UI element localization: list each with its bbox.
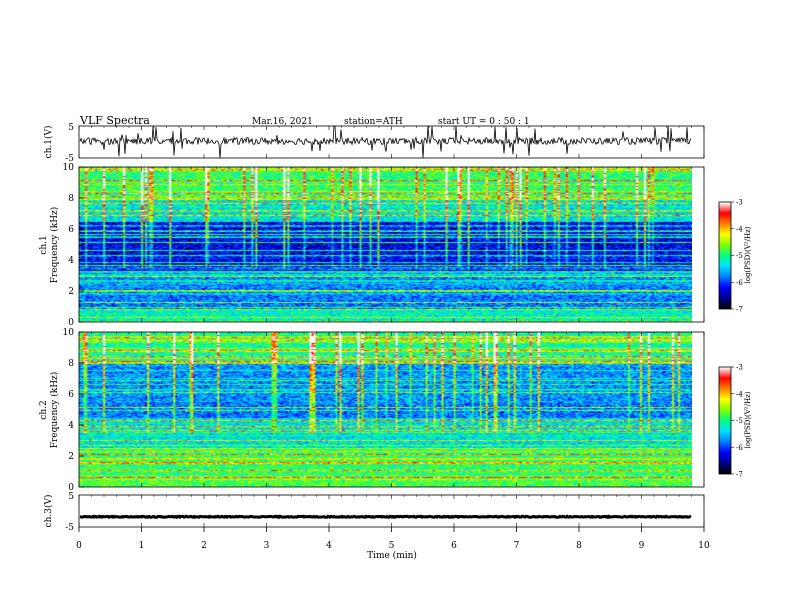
ch2-spec-ytick-label: 0 (68, 483, 74, 493)
ch2-colorbar-tick-label: -7 (736, 471, 743, 479)
ch1-colorbar (719, 202, 731, 309)
ch1-spec-ylabel-frequency: Frequency (kHz) (49, 207, 60, 284)
ch2-colorbar (719, 367, 731, 474)
station-label: station=ATH (344, 117, 403, 127)
x-tick-label: 1 (139, 541, 145, 551)
ch3-ylabel: ch.3(V) (43, 495, 54, 528)
ch1-ytick-top: 5 (68, 123, 74, 133)
ch2-colorbar-tick-label: -6 (736, 444, 743, 452)
x-axis: 0 1 2 3 4 5 6 7 8 9 10 (76, 126, 710, 551)
x-tick-label: 7 (514, 541, 520, 551)
ch1-colorbar-tick-label: -3 (736, 199, 743, 207)
ch2-spec-ylabel-frequency: Frequency (kHz) (49, 372, 60, 449)
ch1-spec-ylabel-channel: ch.1 (39, 235, 49, 254)
ch3-frame (78, 494, 705, 528)
x-tick-label: 8 (576, 541, 582, 551)
x-tick-label: 10 (698, 541, 710, 551)
ch2-spec-ytick-label: 8 (68, 359, 74, 369)
ch1-colorbar-tick-label: -7 (736, 306, 743, 314)
ch3-waveform-line (79, 514, 692, 520)
x-tick-label: 4 (326, 541, 332, 551)
ch2-colorbar-tick-label: -3 (736, 364, 743, 372)
ch1-colorbar-tick-label: -4 (736, 225, 743, 233)
figure-title: VLF Spectra (79, 114, 150, 127)
ch2-spectrogram-image (79, 332, 692, 487)
ch1-ytick-bottom: -5 (65, 154, 74, 164)
ch2-colorbar-tick-label: -4 (736, 390, 743, 398)
ch2-spec-ytick-label: 4 (68, 421, 74, 431)
ch1-colorbar-label: log(PSD)(V²/Hz) (744, 226, 752, 283)
ch1-colorbar-tick-label: -5 (736, 252, 743, 260)
ch1-colorbar-tick-label: -6 (736, 279, 743, 287)
ch3-ytick-top: 5 (68, 492, 74, 502)
x-tick-label: 9 (639, 541, 645, 551)
ch2-spec-ytick-label: 2 (68, 452, 74, 462)
ch1-spec-ytick-label: 2 (68, 287, 74, 297)
ch1-spec-ytick-label: 8 (68, 194, 74, 204)
x-tick-label: 0 (76, 541, 82, 551)
ch2-spec-ytick-label: 6 (68, 390, 74, 400)
x-tick-label: 5 (389, 541, 395, 551)
ch2-colorbar-tick-label: -5 (736, 417, 743, 425)
ch1-spec-ytick-label: 6 (68, 225, 74, 235)
ch1-waveform-panel: 5 -5 ch.1(V) (43, 123, 705, 164)
ch3-ytick-bottom: -5 (65, 523, 74, 533)
ch2-colorbar-label: log(PSD)(V²/Hz) (744, 391, 752, 448)
start-time-label: start UT = 0 : 50 : 1 (438, 117, 530, 127)
ch1-spec-ytick-label: 4 (68, 256, 74, 266)
ch1-spec-ytick-label: 10 (63, 163, 75, 173)
x-tick-label: 2 (201, 541, 207, 551)
x-axis-label: Time (min) (367, 550, 417, 561)
ch2-spec-ylabel-channel: ch.2 (39, 400, 49, 419)
ch1-waveform-line (79, 125, 692, 159)
x-tick-label: 6 (451, 541, 457, 551)
ch1-ylabel: ch.1(V) (43, 126, 54, 159)
ch1-spec-ytick-label: 0 (68, 318, 74, 328)
ch2-spec-ytick-label: 10 (63, 328, 75, 338)
date-label: Mar.16, 2021 (252, 117, 313, 127)
ch1-spectrogram-image (79, 167, 692, 322)
ch3-waveform-panel: 5 -5 ch.3(V) (43, 492, 705, 533)
x-tick-label: 3 (264, 541, 270, 551)
